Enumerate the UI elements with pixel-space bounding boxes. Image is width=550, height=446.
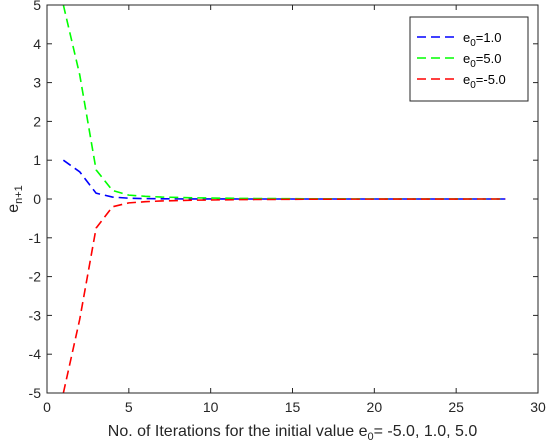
series-line-2: [62, 198, 506, 393]
y-tick-label: 5: [33, 0, 41, 13]
x-tick-label: 0: [43, 399, 51, 415]
x-axis-title-tail: = -5.0, 1.0, 5.0: [374, 423, 478, 440]
y-tick-label: 2: [33, 113, 41, 129]
y-tick-label: -5: [29, 385, 42, 401]
y-tick-label: 0: [33, 191, 41, 207]
x-tick-label: 10: [203, 399, 219, 415]
y-tick-label: -2: [29, 269, 42, 285]
x-tick-label: 5: [125, 399, 133, 415]
y-tick-label: 1: [33, 152, 41, 168]
legend: e0=1.0 e0=5.0 e0=-5.0: [409, 16, 529, 102]
legend-box: [409, 16, 529, 102]
y-axis-title: en+1: [5, 185, 25, 213]
x-tick-label: 20: [367, 399, 383, 415]
plot-frame: [46, 4, 539, 394]
y-axis-title-subscript: n+1: [13, 185, 25, 204]
legend-label-0: e0=1.0: [463, 30, 501, 49]
y-tick-label: 4: [33, 36, 41, 52]
legend-label-1: e0=5.0: [463, 51, 501, 70]
x-tick-label: 15: [285, 399, 301, 415]
y-tick-label: -1: [29, 230, 42, 246]
series-lines: [62, 5, 506, 393]
series-line-0: [62, 159, 506, 200]
y-tick-label: 3: [33, 75, 41, 91]
y-tick-label: -4: [29, 346, 42, 362]
y-tick-label: -3: [29, 307, 42, 323]
x-tick-label: 30: [530, 399, 546, 415]
x-tick-label: 25: [448, 399, 464, 415]
x-axis-title: No. of Iterations for the initial value …: [108, 423, 478, 443]
x-axis-title-subscript: 0: [367, 431, 373, 443]
legend-label-2: e0=-5.0: [463, 72, 506, 91]
